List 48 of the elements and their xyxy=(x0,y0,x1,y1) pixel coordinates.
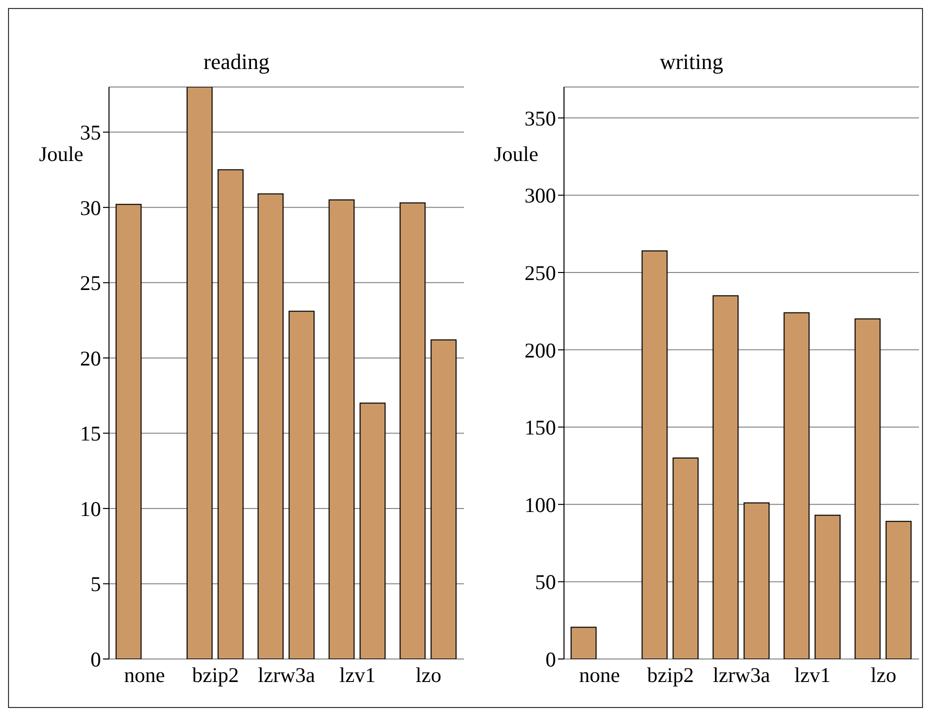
y-tick-label: 15 xyxy=(80,422,101,446)
y-tick-label: 0 xyxy=(90,647,101,672)
y-tick-label: 300 xyxy=(524,184,556,208)
x-tick-label: bzip2 xyxy=(647,662,694,687)
y-tick-label: 200 xyxy=(524,338,556,362)
x-tick-label: lzo xyxy=(870,662,896,687)
bar xyxy=(712,295,739,659)
chart-title: writing xyxy=(658,49,724,75)
y-tick-label: 10 xyxy=(80,496,101,521)
chart-title: reading xyxy=(202,49,270,75)
y-tick-label: 250 xyxy=(524,260,556,285)
bar xyxy=(186,87,213,659)
x-tick-label: lzv1 xyxy=(794,662,831,687)
y-tick-label: 20 xyxy=(80,346,101,370)
x-tick-label: lzo xyxy=(416,662,442,687)
bar xyxy=(886,520,912,659)
x-tick-label: none xyxy=(124,662,165,687)
bar xyxy=(288,310,315,659)
bar xyxy=(744,502,770,659)
bar xyxy=(672,458,699,659)
y-axis-title: Joule xyxy=(494,142,538,167)
bar xyxy=(814,514,841,659)
y-tick-label: 0 xyxy=(546,647,556,672)
bar xyxy=(360,402,386,659)
bar xyxy=(854,318,881,659)
x-tick-label: lzrw3a xyxy=(258,662,316,687)
bar xyxy=(642,250,668,659)
x-tick-label: bzip2 xyxy=(192,662,239,687)
y-tick-label: 30 xyxy=(80,196,101,220)
y-tick-label: 25 xyxy=(80,271,101,296)
bar xyxy=(570,626,597,659)
y-tick-label: 150 xyxy=(524,416,556,440)
bar xyxy=(328,199,355,659)
bar xyxy=(784,312,810,659)
bar xyxy=(218,169,244,659)
bar xyxy=(116,204,142,659)
bar xyxy=(258,193,284,659)
y-tick-label: 35 xyxy=(80,120,101,145)
bar xyxy=(430,339,457,659)
y-tick-label: 5 xyxy=(90,572,101,596)
y-tick-label: 350 xyxy=(524,106,556,130)
y-tick-label: 50 xyxy=(535,570,556,594)
y-axis-title: Joule xyxy=(39,142,84,167)
y-tick-label: 100 xyxy=(524,492,556,517)
x-tick-label: lzv1 xyxy=(339,662,376,687)
x-tick-label: lzrw3a xyxy=(712,662,771,687)
bar xyxy=(400,202,426,659)
x-tick-label: none xyxy=(579,662,620,687)
